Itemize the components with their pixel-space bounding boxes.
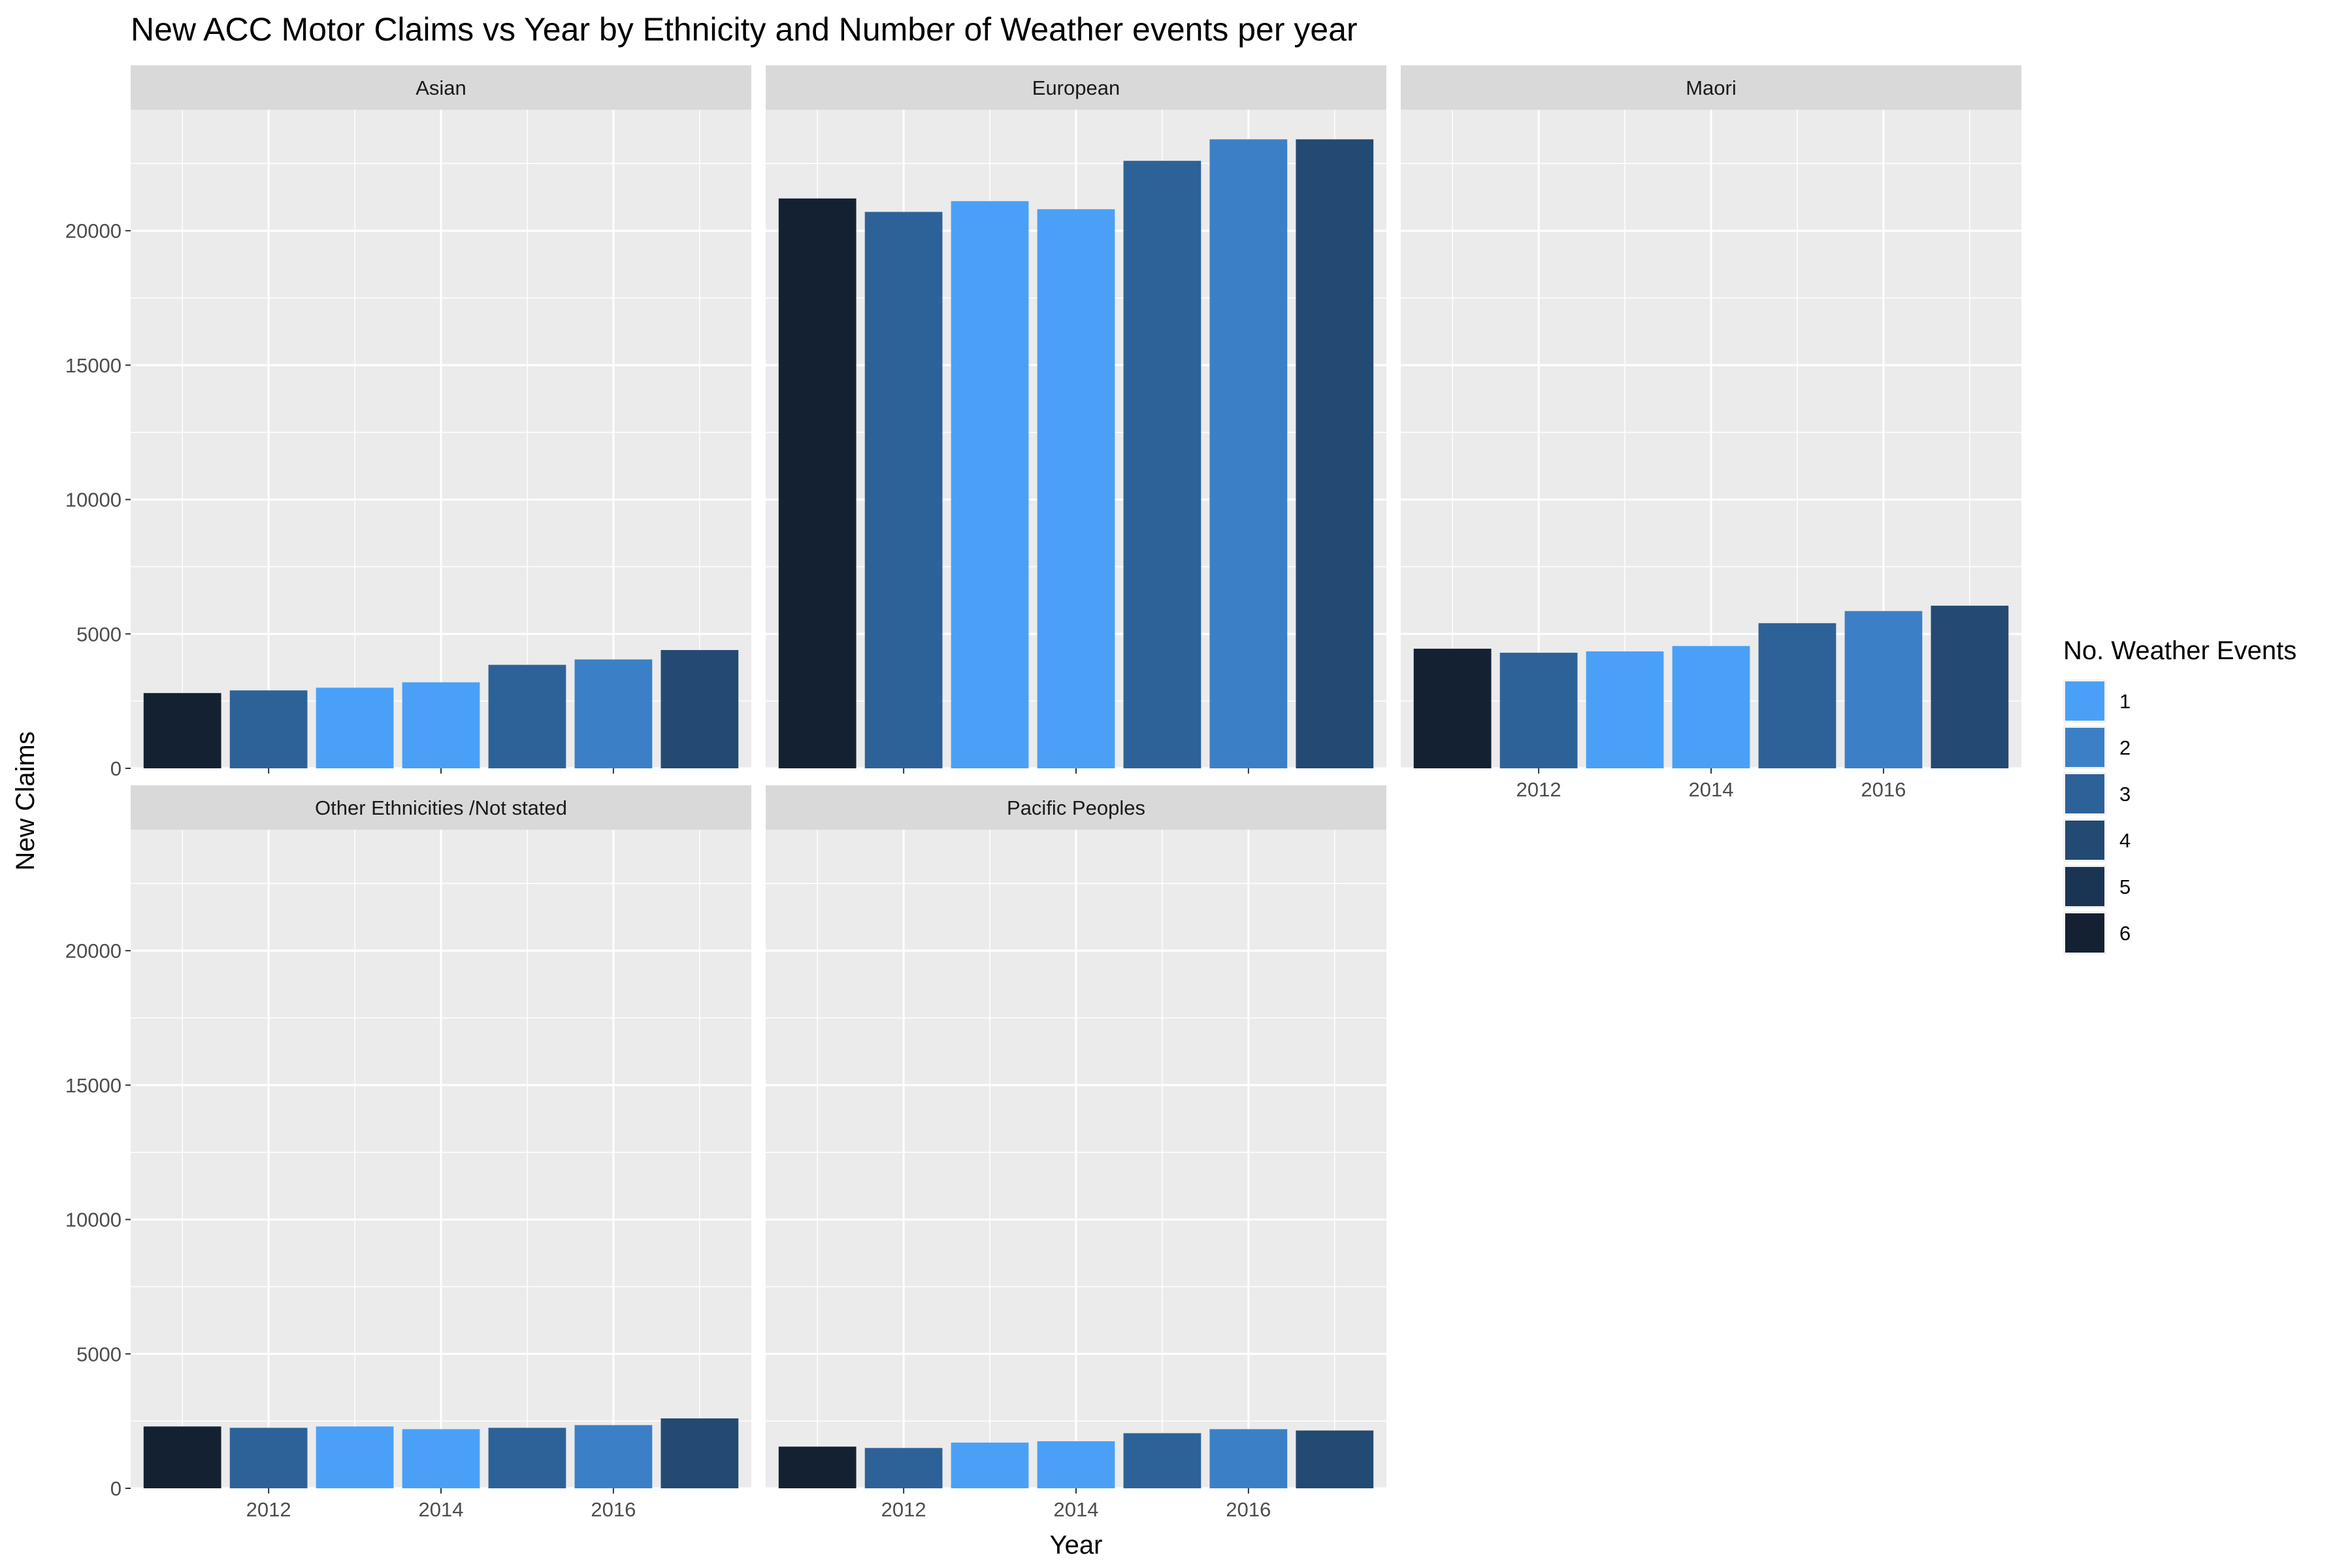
x-tick-label: 2014 [1054,1498,1099,1521]
bar [1037,209,1115,768]
facet-strip-label: Pacific Peoples [1007,796,1145,819]
facet-strip-label: European [1032,76,1120,99]
y-tick-label: 20000 [65,939,122,962]
bar [143,693,221,768]
y-tick-label: 5000 [76,623,122,645]
bar [574,1425,653,1488]
bar [402,1429,480,1488]
facet-panels: Asian 0 5000 10000 15000 20000 European Maori 20… [65,65,2021,1521]
bar [1296,1430,1374,1488]
facet-strip-label: Other Ethnicities /Not stated [315,796,567,819]
y-tick-label: 20000 [65,220,122,242]
y-tick-label: 15000 [65,1074,122,1097]
facet-panel: Other Ethnicities /Not stated 0 5000 10000 1… [65,785,751,1521]
legend-key-swatch [2065,728,2104,767]
bar [229,690,308,768]
x-tick-label: 2012 [881,1498,926,1521]
facet-panel: European [766,65,1386,774]
bar [143,1426,221,1488]
bar [316,687,394,768]
x-tick-label: 2016 [591,1498,636,1521]
legend: No. Weather Events 1 2 3 4 5 6 [2063,636,2296,955]
bar [488,664,566,768]
facet-strip [131,65,751,110]
bar [1499,653,1578,768]
legend-item-label: 2 [2119,736,2131,759]
bar [402,682,480,768]
x-tick-label: 2014 [419,1498,464,1521]
legend-item-label: 5 [2119,875,2131,898]
legend-key-swatch [2065,913,2104,953]
bar [1413,648,1492,768]
bar [1209,1429,1288,1488]
bar [1931,606,2009,768]
bar [1586,651,1664,768]
bar [1844,611,1923,768]
chart-title: New ACC Motor Claims vs Year by Ethnicit… [131,11,1358,48]
y-axis-title: New Claims [11,731,40,870]
bar [229,1428,308,1488]
facet-strip [766,785,1386,830]
bar [316,1426,394,1488]
legend-key-swatch [2065,681,2104,721]
bar [951,201,1029,768]
facet-strip-label: Maori [1686,76,1737,99]
facet-strip [1401,65,2021,110]
y-tick-label: 10000 [65,1209,122,1232]
bar [1123,1433,1201,1488]
y-tick-label: 0 [110,1477,122,1500]
bar [661,1418,739,1488]
bar [1209,139,1288,768]
facet-strip [766,65,1386,110]
x-axis-title: Year [1050,1531,1103,1560]
bar [778,1446,857,1488]
x-tick-label: 2014 [1689,778,1734,801]
y-tick-label: 5000 [76,1343,122,1365]
y-tick-label: 15000 [65,354,122,377]
bar [1296,139,1374,768]
legend-title: No. Weather Events [2063,636,2296,665]
y-tick-label: 0 [110,757,122,780]
bar [574,659,653,768]
bar [1758,623,1837,768]
legend-item-label: 3 [2119,783,2131,806]
legend-item-label: 1 [2119,690,2131,713]
x-tick-label: 2012 [246,1498,291,1521]
facet-panel: Maori 2012 2014 2016 [1401,65,2021,801]
legend-key-swatch [2065,821,2104,860]
legend-item-label: 4 [2119,829,2131,852]
bar [1672,645,1750,768]
bar [488,1428,566,1488]
x-tick-label: 2012 [1516,778,1561,801]
legend-key-swatch [2065,867,2104,906]
bar [778,198,857,768]
legend-key-swatch [2065,774,2104,813]
bar [1123,161,1201,768]
bar [951,1443,1029,1488]
x-tick-label: 2016 [1226,1498,1271,1521]
facet-strip-label: Asian [416,76,466,99]
bar [1037,1441,1115,1488]
bar [661,649,739,768]
facet-panel: Pacific Peoples 2012 2014 2016 [766,785,1386,1521]
facet-strip [131,785,751,830]
y-tick-label: 10000 [65,489,122,512]
legend-item-label: 6 [2119,922,2131,945]
facet-panel: Asian 0 5000 10000 15000 20000 [65,65,751,780]
bar [864,212,943,768]
x-tick-label: 2016 [1861,778,1906,801]
bar [864,1448,943,1488]
